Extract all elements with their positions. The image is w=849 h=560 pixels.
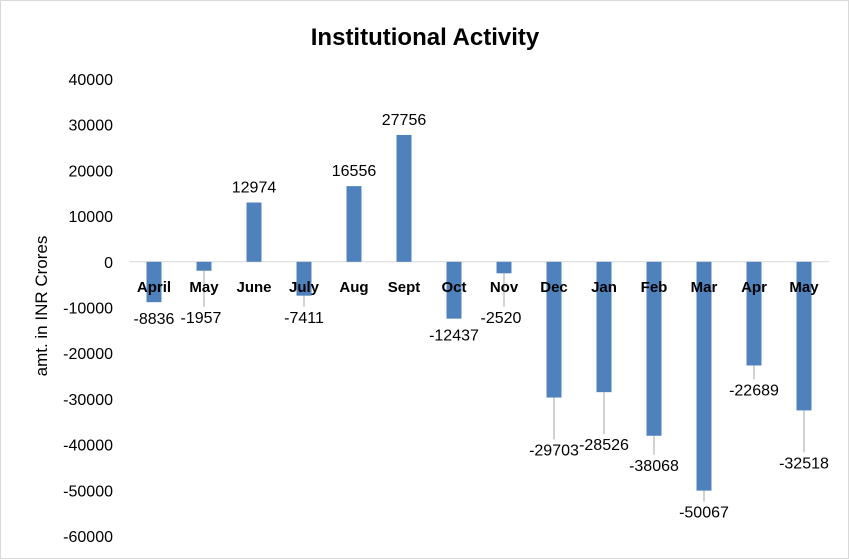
data-label: -38068: [629, 458, 679, 475]
data-label: -29703: [529, 443, 579, 460]
bar: [296, 261, 312, 296]
data-label: -28526: [579, 437, 629, 454]
y-tick-label: -60000: [63, 529, 113, 546]
category-label: Feb: [641, 279, 668, 296]
y-tick-label: 0: [104, 255, 113, 272]
bar: [246, 202, 262, 262]
data-label: -22689: [729, 382, 779, 399]
category-label: April: [137, 279, 171, 296]
category-label: Nov: [490, 279, 519, 296]
data-label: -12437: [429, 328, 479, 345]
data-label: -8836: [134, 311, 175, 328]
data-label: -7411: [284, 310, 324, 327]
bar: [146, 261, 162, 303]
y-tick-label: 40000: [69, 72, 114, 89]
y-tick-label: -50000: [63, 483, 113, 500]
bars: [146, 134, 812, 491]
y-axis-ticks: 40000 30000 20000 10000 0 -10000 -20000 -30000 -…: [63, 72, 113, 546]
bar: [746, 261, 762, 366]
bar: [646, 261, 662, 436]
data-label: 12974: [232, 180, 277, 197]
y-tick-label: -20000: [63, 346, 113, 363]
bar: [546, 261, 562, 398]
category-label: Mar: [691, 279, 718, 296]
category-label: July: [289, 279, 320, 296]
y-tick-label: 10000: [69, 209, 114, 226]
leader-lines: [203, 270, 805, 502]
category-label: May: [789, 279, 819, 296]
data-label: 27756: [382, 112, 427, 129]
data-label: -1957: [181, 310, 222, 327]
bar: [446, 261, 462, 319]
y-tick-label: 20000: [69, 163, 114, 180]
y-axis-label: amt. in INR Crores: [32, 236, 51, 377]
data-label: 16556: [332, 163, 377, 180]
bar: [346, 186, 362, 262]
data-label: -50067: [679, 505, 729, 522]
bar: [496, 261, 512, 274]
chart-title: Institutional Activity: [311, 24, 540, 51]
bar: [396, 134, 412, 262]
category-labels: April May June July Aug Sept Oct Nov Dec Jan Feb Ma…: [137, 279, 819, 296]
y-tick-label: -40000: [63, 438, 113, 455]
data-label: -32518: [779, 455, 829, 472]
data-label: -2520: [481, 310, 522, 327]
category-label: Apr: [741, 279, 767, 296]
category-label: Aug: [339, 279, 368, 296]
y-tick-label: 30000: [69, 118, 114, 135]
bar: [796, 261, 812, 411]
bar: [196, 261, 212, 271]
category-label: May: [189, 279, 219, 296]
category-label: Sept: [388, 279, 421, 296]
data-labels: -8836 -1957 12974 -7411 16556 27756 -12437-252…: [134, 112, 829, 522]
y-tick-label: -10000: [63, 301, 113, 318]
y-tick-label: -30000: [63, 392, 113, 409]
category-label: Oct: [441, 279, 466, 296]
category-label: June: [236, 279, 271, 296]
bar: [596, 261, 612, 393]
bar: [696, 261, 712, 491]
category-label: Jan: [591, 279, 617, 296]
category-label: Dec: [540, 279, 568, 296]
